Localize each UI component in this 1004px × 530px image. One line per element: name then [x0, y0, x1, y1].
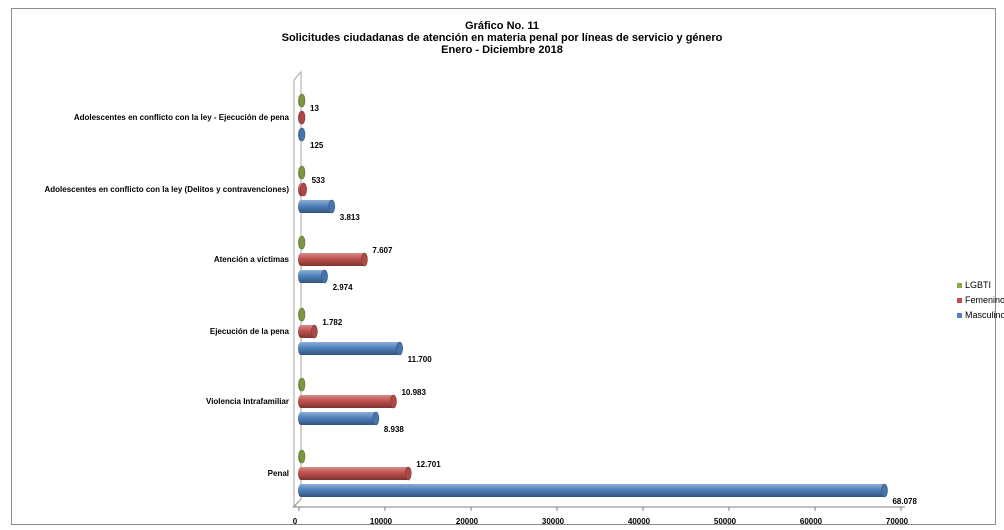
- bar-masculino-end-cap: [328, 199, 336, 214]
- bar-lgbti-end-cap: [298, 235, 306, 250]
- bar-masculino-end-cap: [396, 341, 403, 356]
- data-label-masculino: 11.700: [408, 355, 433, 364]
- bar-masculino-end-cap: [372, 411, 380, 426]
- bar-masculino-start-cap: [298, 412, 304, 425]
- bar-masculino: [301, 412, 376, 425]
- chart-frame: [11, 8, 996, 525]
- data-label-masculino: 3.813: [340, 213, 361, 222]
- x-tick-label: 30000: [542, 517, 565, 526]
- x-tick-label: 20000: [456, 517, 479, 526]
- data-label-masculino: 2.974: [333, 283, 354, 292]
- category-label-adolescentes-en-conflicto-con-la-ley-eje: Adolescentes en conflicto con la ley - E…: [74, 113, 290, 122]
- bar-lgbti-end-cap: [298, 307, 306, 322]
- legend-swatch: [957, 283, 962, 288]
- bar-femenino-start-cap: [298, 395, 304, 408]
- category-label-ejecucion-de-la-pena: Ejecución de la pena: [210, 327, 290, 336]
- data-label-masculino: 68.078: [892, 497, 917, 506]
- bar-femenino-end-cap: [311, 324, 318, 339]
- bar-masculino: [301, 342, 400, 355]
- bar-masculino: [301, 200, 332, 213]
- legend-item-lgbti: LGBTI: [957, 278, 1004, 293]
- data-label-masculino: 125: [310, 141, 324, 150]
- x-tick-label: 70000: [886, 517, 909, 526]
- bar-femenino: [301, 395, 394, 408]
- bar-masculino-end-cap: [881, 483, 888, 498]
- data-label-femenino: 12.701: [416, 460, 441, 469]
- data-label-femenino: 13: [310, 104, 319, 113]
- bar-femenino-end-cap: [298, 110, 306, 125]
- bar-lgbti-end-cap: [298, 377, 306, 392]
- bar-femenino-start-cap: [298, 467, 304, 480]
- legend-swatch: [957, 313, 962, 318]
- bar-lgbti-end-cap: [298, 93, 306, 108]
- bar-masculino: [301, 484, 885, 497]
- legend-swatch: [957, 298, 962, 303]
- chart-legend: LGBTI Femenino Masculino: [957, 278, 1004, 323]
- data-label-femenino: 7.607: [372, 246, 393, 255]
- x-tick-label: 50000: [714, 517, 737, 526]
- bar-masculino-end-cap: [321, 269, 328, 284]
- chart-subtitle: Solicitudes ciudadanas de atención en ma…: [281, 32, 723, 44]
- x-tick-label: 10000: [370, 517, 393, 526]
- legend-label: Masculino: [965, 310, 1004, 320]
- bar-lgbti-end-cap: [298, 449, 306, 464]
- data-label-femenino: 1.782: [322, 318, 343, 327]
- bar-masculino-start-cap: [298, 342, 304, 355]
- bar-femenino-end-cap: [300, 182, 307, 197]
- data-label-femenino: 10.983: [401, 388, 426, 397]
- category-label-violencia-intrafamiliar: Violencia Intrafamiliar: [206, 397, 289, 406]
- chart-period: Enero - Diciembre 2018: [441, 44, 563, 56]
- bar-femenino-end-cap: [404, 466, 412, 481]
- bar-femenino-start-cap: [298, 253, 304, 266]
- bar-masculino-start-cap: [298, 200, 304, 213]
- legend-item-masculino: Masculino: [957, 308, 1004, 323]
- x-tick-label: 60000: [800, 517, 823, 526]
- legend-label: LGBTI: [965, 280, 992, 290]
- legend-label: Femenino: [965, 295, 1004, 305]
- category-label-adolescentes-en-conflicto-con-la-ley-del: Adolescentes en conflicto con la ley (De…: [44, 185, 289, 194]
- bar-femenino-start-cap: [298, 325, 304, 338]
- bar-lgbti-end-cap: [298, 165, 306, 180]
- data-label-masculino: 8.938: [384, 425, 405, 434]
- bar-femenino: [301, 253, 365, 266]
- bar-femenino-end-cap: [361, 252, 368, 267]
- bar-masculino: [301, 270, 325, 283]
- bar-femenino-end-cap: [390, 394, 397, 409]
- floor-edge: [292, 498, 302, 508]
- category-label-penal: Penal: [268, 469, 289, 478]
- chart-title: Gráfico No. 11: [465, 20, 539, 32]
- bar-masculino-start-cap: [298, 270, 304, 283]
- legend-item-femenino: Femenino: [957, 293, 1004, 308]
- bar-femenino: [301, 467, 409, 480]
- x-tick-label: 0: [293, 517, 298, 526]
- category-label-atencion-a-victimas: Atención a víctimas: [214, 255, 290, 264]
- bar-masculino-end-cap: [298, 127, 306, 142]
- bar-femenino: [301, 325, 315, 338]
- x-tick-label: 40000: [628, 517, 651, 526]
- data-label-femenino: 533: [312, 176, 326, 185]
- bar-masculino-start-cap: [298, 484, 304, 497]
